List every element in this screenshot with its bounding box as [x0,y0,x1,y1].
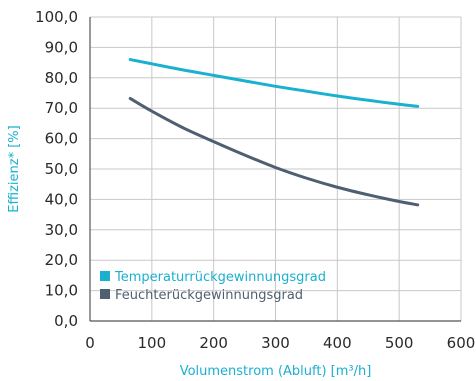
y-tick-label: 40,0 [45,190,78,208]
grid [90,16,462,321]
series-line-temperature [128,58,420,108]
y-tick-label: 70,0 [45,99,78,117]
y-tick-label: 80,0 [45,69,78,87]
y-tick-label: 30,0 [45,221,78,239]
x-tick-label: 300 [261,334,290,352]
y-tick-label: 100,0 [35,8,78,26]
x-tick-label: 500 [385,334,414,352]
legend: Temperaturrückgewinnungsgrad Feuchterückg… [100,270,326,303]
x-tick-label: 400 [323,334,352,352]
y-tick-label: 50,0 [45,160,78,178]
series-lines [128,58,420,207]
tick-labels: 0,0 10,0 20,0 30,0 40,0 50,0 60,0 70,0 80,0 90,0 1… [35,8,475,352]
y-axis-title: Effizienz* [%] [7,125,22,212]
x-tick-label: 600 [447,334,476,352]
series-line-humidity [128,96,420,207]
legend-label: Feuchterückgewinnungsgrad [115,288,303,303]
legend-label: Temperaturrückgewinnungsgrad [114,270,326,285]
axes [89,17,461,322]
x-tick-label: 100 [138,334,167,352]
y-tick-label: 60,0 [45,130,78,148]
legend-swatch [100,289,110,299]
x-axis-title: Volumenstrom (Abluft) [m³/h] [180,364,372,379]
y-tick-label: 0,0 [54,312,78,330]
y-tick-label: 20,0 [45,251,78,269]
legend-swatch [100,271,110,281]
y-tick-label: 10,0 [45,282,78,300]
x-tick-label: 200 [199,334,228,352]
x-tick-label: 0 [85,334,95,352]
y-tick-label: 90,0 [45,38,78,56]
